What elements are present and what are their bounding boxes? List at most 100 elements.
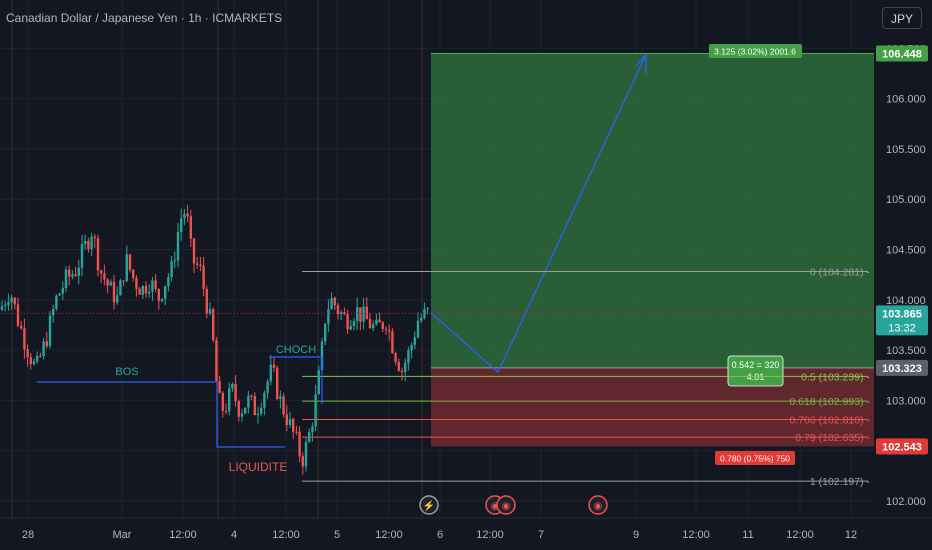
event-flag-icon-glyph: ◉ [491,501,500,512]
candle-body [64,269,68,289]
time-tick: Mar [113,529,132,541]
candle [64,266,68,293]
candle [196,256,199,269]
projected-arrow-head [635,52,647,74]
candle-body [196,263,199,265]
candle-body [388,329,391,332]
candle [282,392,285,418]
candle [176,222,180,268]
candle [32,358,36,366]
candle [253,392,256,416]
price-axis-bg [874,0,932,518]
candle [112,274,116,310]
time-tick: 28 [22,529,34,541]
event-markers: ⚡ ◉ ◉ ◉ [419,495,608,515]
candle [244,407,247,415]
candle-body [234,384,237,402]
candle [349,319,352,331]
candle-body [426,308,429,310]
candle-body [183,213,186,219]
candle-body [205,288,208,314]
candle [413,331,416,350]
candle-body [247,395,250,408]
candle-body [365,306,368,320]
candle-body [240,413,244,417]
candle-body [311,426,314,433]
candle [16,297,20,328]
choch-label: CHOCH [276,344,316,356]
candle [381,321,384,333]
candle [212,307,215,343]
structure-annotations: BOS CHOCH LIQUIDITE [37,344,323,474]
candle [256,406,260,424]
candle [276,365,279,401]
candle-body [138,288,141,295]
price-tick: 106.000 [886,94,926,106]
candle-body [244,407,247,414]
candle [52,304,55,324]
candle-body [304,441,308,467]
event-flag-icon-2[interactable]: ◉ [496,495,516,515]
session-separators [11,0,423,518]
candle-body [327,309,330,324]
candle [36,351,39,364]
candle [308,428,311,443]
candle [247,390,250,414]
candle [164,285,167,306]
candle-body [208,309,212,314]
candle [333,296,336,311]
news-flash-icon[interactable]: ⚡ [419,495,439,515]
candle-body [71,274,74,277]
candle [0,300,4,312]
fib-label-0.706: 0.706 (102.810) - [789,415,870,427]
candle-body [157,288,160,301]
time-tick: 12:00 [169,529,197,541]
candle [132,269,135,282]
choch-line [269,356,323,404]
candle-body [61,288,64,294]
candle [237,399,240,422]
candle-body [84,241,87,245]
candle-body [93,236,96,239]
profit-zone [431,53,874,368]
candle-body [416,320,420,338]
candle [285,405,288,432]
ratio-label: 0.542 = 320 4.01 [727,355,784,387]
stop-tag-text: 102.543 [882,441,922,453]
candle [90,232,93,256]
candle-body [375,319,378,325]
candle [279,390,282,409]
candle-body [317,370,320,395]
candle [106,278,109,294]
candle-body [218,381,221,393]
candle [420,313,423,324]
candle [311,422,314,442]
candle-body [173,260,176,262]
candle-body [87,241,90,249]
candle-body [119,280,122,296]
candle [260,402,263,417]
candle-body [167,276,170,287]
candle-body [125,254,128,281]
candle [189,209,192,248]
time-tick: 12:00 [786,529,814,541]
fib-label-1: 1 (102.197) - [810,476,871,488]
currency-button[interactable]: JPY [882,7,922,29]
candle [266,379,269,400]
candle-body [330,297,333,310]
candle-body [180,218,183,232]
event-flag-icon-3[interactable]: ◉ [588,495,608,515]
candle [359,307,362,331]
candle-body [212,309,215,341]
time-tick: 12:00 [476,529,504,541]
candle [263,390,266,416]
candle [221,391,224,418]
candle [48,310,52,349]
candle [304,436,308,472]
loss-zone [431,367,874,447]
candle [404,357,407,382]
candle-body [260,407,263,414]
candle [327,299,330,332]
